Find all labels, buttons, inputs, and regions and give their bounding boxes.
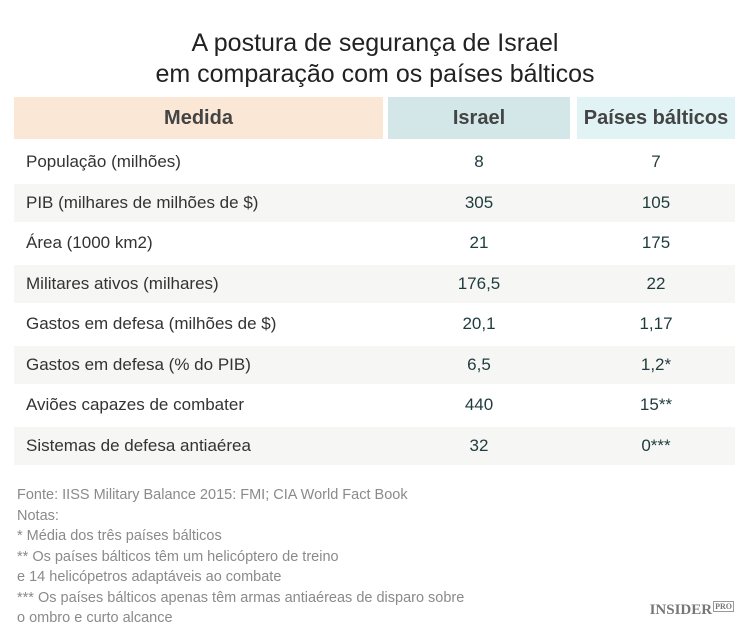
header-israel: Israel [388, 97, 570, 139]
table-row: Aviões capazes de combater 440 15** [14, 386, 735, 424]
table-row: Militares ativos (milhares) 176,5 22 [14, 264, 735, 303]
insider-pro-logo: INSIDER PRO [649, 601, 734, 619]
title-line-1: A postura de segurança de Israel [191, 29, 559, 57]
israel-value: 305 [464, 192, 494, 212]
logo-sub: PRO [713, 601, 734, 612]
row-label: Gastos em defesa (milhões de $) [26, 314, 277, 333]
header-medida: Medida [14, 97, 383, 139]
israel-value: 8 [474, 152, 484, 171]
note: *** Os países bálticos apenas têm armas … [17, 589, 465, 606]
israel-value: 21 [469, 233, 489, 252]
baltic-value: 175 [641, 233, 671, 252]
header-baltic: Países bálticos [577, 97, 735, 139]
notes: Fonte: IISS Military Balance 2015: FMI; … [17, 485, 464, 629]
title-line-2: em comparação com os países bálticos [155, 60, 595, 88]
israel-value: 32 [469, 435, 489, 455]
source: Fonte: IISS Military Balance 2015: FMI; … [17, 487, 408, 503]
row-label: Gastos em defesa (% do PIB) [26, 354, 251, 374]
baltic-value: 1,17 [639, 314, 673, 333]
note: e 14 helicópetros adaptáveis ao combate [17, 569, 282, 585]
note: o ombro e curto alcance [17, 610, 173, 626]
note: ** Os países bálticos têm um helicóptero… [17, 548, 339, 565]
baltic-value: 105 [641, 192, 671, 212]
row-label: Área (1000 km2) [26, 233, 153, 252]
row-label: Aviões capazes de combater [26, 395, 244, 414]
table-row: Área (1000 km2) 21 175 [14, 224, 735, 262]
israel-value: 20,1 [462, 314, 496, 333]
row-label: Sistemas de defesa antiaérea [26, 435, 251, 455]
israel-value: 6,5 [467, 354, 491, 374]
baltic-value: 7 [651, 152, 661, 171]
note: Notas: [17, 507, 59, 524]
table-row: PIB (milhares de milhões de $) 305 105 [14, 183, 735, 222]
table-row: Sistemas de defesa antiaérea 32 0*** [14, 426, 735, 465]
page-title: A postura de segurança de Israel em comp… [0, 28, 750, 90]
row-label: PIB (milhares de milhões de $) [26, 192, 259, 212]
table-row: Gastos em defesa (milhões de $) 20,1 1,17 [14, 305, 735, 343]
row-label: Militares ativos (milhares) [26, 273, 219, 293]
baltic-value: 1,2* [640, 354, 672, 374]
note: * Média dos três países bálticos [17, 528, 222, 544]
logo-text: INSIDER [649, 602, 713, 618]
israel-value: 176,5 [457, 273, 501, 293]
baltic-value: 15** [639, 395, 673, 414]
baltic-value: 0*** [641, 435, 671, 455]
row-label: População (milhões) [26, 152, 181, 171]
baltic-value: 22 [646, 273, 666, 293]
table-row: Gastos em defesa (% do PIB) 6,5 1,2* [14, 345, 735, 384]
israel-value: 440 [464, 395, 494, 414]
table-row: População (milhões) 8 7 [14, 143, 735, 181]
